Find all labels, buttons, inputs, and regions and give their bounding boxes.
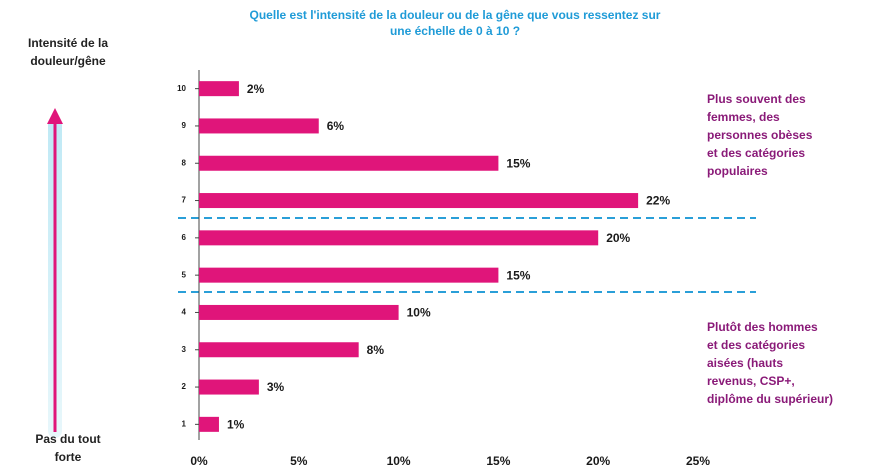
- value-label: 10%: [407, 306, 431, 320]
- bar: [199, 267, 499, 283]
- value-label: 2%: [247, 82, 265, 96]
- x-tick-label: 10%: [387, 454, 411, 468]
- y-tick-label: 8: [182, 158, 187, 167]
- chart-title: une échelle de 0 à 10 ?: [390, 24, 520, 38]
- bar: [199, 379, 259, 395]
- x-tick-label: 15%: [486, 454, 510, 468]
- bar: [199, 342, 359, 358]
- annotation: revenus, CSP+,: [707, 374, 795, 388]
- value-label: 15%: [506, 268, 530, 282]
- value-label: 8%: [367, 343, 385, 357]
- annotation: et des catégories: [707, 146, 805, 160]
- bar: [199, 416, 219, 432]
- bar: [199, 118, 319, 134]
- x-tick-label: 0%: [190, 454, 208, 468]
- y-tick-label: 1: [182, 419, 187, 428]
- axis-label: douleur/gêne: [30, 54, 106, 68]
- value-label: 1%: [227, 418, 245, 432]
- chart-title: Quelle est l'intensité de la douleur ou …: [250, 8, 661, 22]
- value-label: 6%: [327, 119, 345, 133]
- y-tick-label: 7: [182, 196, 187, 205]
- y-tick-label: 4: [182, 308, 187, 317]
- value-label: 22%: [646, 194, 670, 208]
- bar: [199, 193, 639, 209]
- y-tick-label: 6: [182, 233, 187, 242]
- value-label: 20%: [606, 231, 630, 245]
- y-tick-label: 2: [182, 382, 187, 391]
- axis-label: Pas du tout: [35, 432, 100, 446]
- bar: [199, 230, 599, 246]
- annotation: populaires: [707, 164, 768, 178]
- annotation: et des catégories: [707, 338, 805, 352]
- arrow-head: [47, 108, 63, 124]
- y-tick-label: 10: [177, 84, 186, 93]
- bar: [199, 81, 239, 97]
- annotation: femmes, des: [707, 110, 780, 124]
- bar: [199, 155, 499, 171]
- x-tick-label: 5%: [290, 454, 308, 468]
- annotation: personnes obèses: [707, 128, 813, 142]
- y-tick-label: 9: [182, 121, 187, 130]
- annotation: Plus souvent des: [707, 92, 806, 106]
- annotation: aisées (hauts: [707, 356, 783, 370]
- value-label: 3%: [267, 380, 285, 394]
- x-tick-label: 25%: [686, 454, 710, 468]
- value-label: 15%: [506, 156, 530, 170]
- axis-label: forte: [55, 450, 82, 464]
- y-tick-label: 3: [182, 345, 187, 354]
- y-tick-label: 5: [182, 270, 187, 279]
- axis-label: Intensité de la: [28, 36, 108, 50]
- x-tick-label: 20%: [586, 454, 610, 468]
- annotation: Plutôt des hommes: [707, 320, 818, 334]
- annotation: diplôme du supérieur): [707, 392, 833, 406]
- bar: [199, 304, 399, 320]
